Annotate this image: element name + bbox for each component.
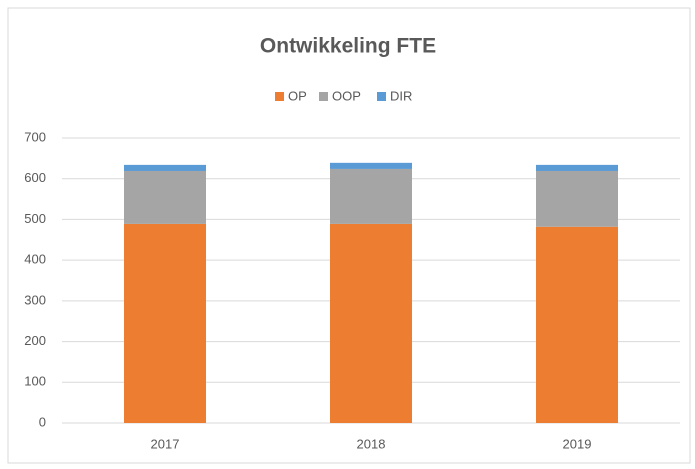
legend-swatch (377, 92, 386, 101)
y-tick-label: 700 (24, 129, 46, 144)
legend-label: OOP (332, 88, 361, 103)
bar-segment (330, 223, 412, 423)
y-tick-label: 400 (24, 252, 46, 267)
legend-label: DIR (390, 88, 412, 103)
bar-segment (330, 162, 412, 169)
x-tick-label: 2017 (151, 436, 180, 451)
chart-title: Ontwikkeling FTE (260, 35, 436, 58)
y-tick-label: 300 (24, 292, 46, 307)
y-tick-label: 200 (24, 333, 46, 348)
bar-segment (124, 164, 206, 171)
y-tick-label: 600 (24, 170, 46, 185)
legend-swatch (275, 92, 284, 101)
bar-segment (124, 170, 206, 224)
bar-segment (536, 226, 618, 423)
legend-label: OP (288, 88, 307, 103)
y-tick-label: 0 (39, 414, 46, 429)
bar-segment (124, 223, 206, 423)
y-tick-label: 100 (24, 374, 46, 389)
bar-segment (330, 168, 412, 224)
bar-segment (536, 170, 618, 227)
y-tick-label: 500 (24, 211, 46, 226)
x-tick-label: 2019 (563, 436, 592, 451)
x-tick-label: 2018 (357, 436, 386, 451)
legend-swatch (319, 92, 328, 101)
bar-segment (536, 164, 618, 171)
